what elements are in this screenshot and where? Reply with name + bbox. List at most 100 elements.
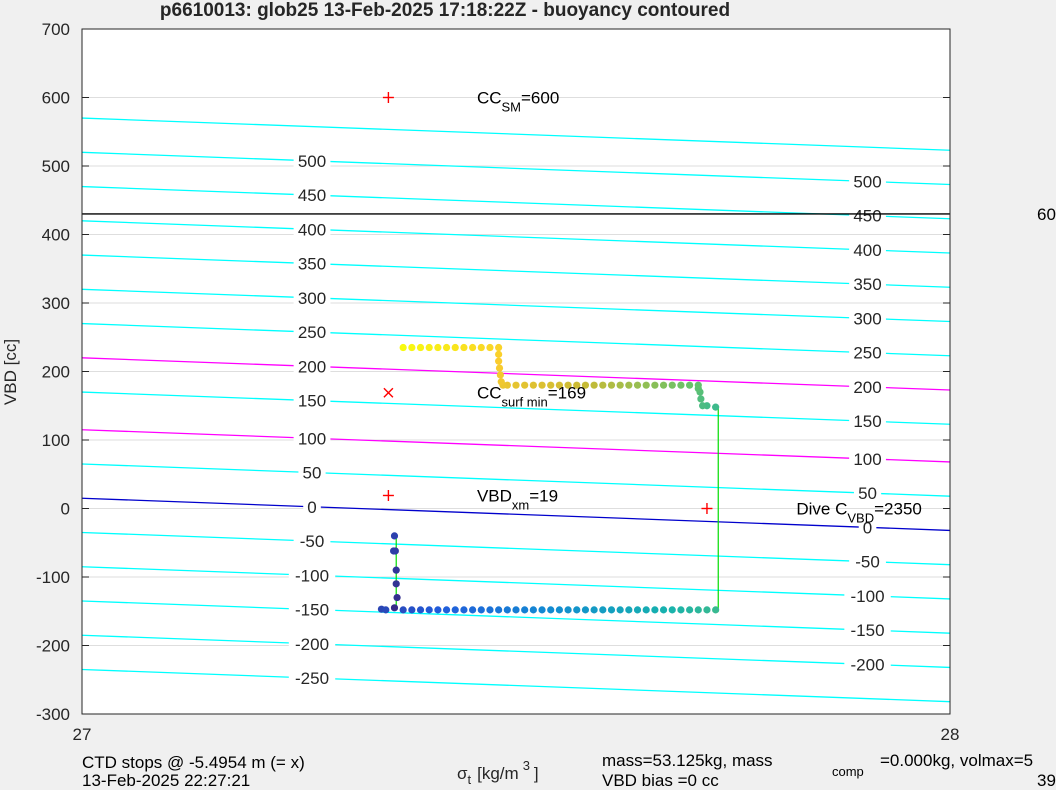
contour-label: 400 — [853, 241, 881, 260]
data-point — [642, 381, 650, 389]
contour-label: 0 — [863, 518, 872, 537]
contour-label-bg — [849, 411, 886, 432]
contour-line — [82, 566, 950, 600]
data-point — [497, 378, 505, 386]
y-tick-label: -300 — [36, 705, 70, 724]
data-point — [416, 343, 425, 352]
data-point — [496, 371, 504, 379]
annotation-text: CCsurf min=169 — [477, 384, 586, 410]
data-point — [573, 381, 581, 389]
contour-label-bg — [849, 171, 886, 192]
contour-label-bg — [293, 253, 331, 274]
data-point — [425, 606, 433, 614]
data-point — [677, 381, 685, 389]
annotations: CCSM=600 CCsurf min=169 VBDxm=19 Dive CVBD=… — [477, 89, 922, 526]
contour-label: 300 — [298, 289, 326, 308]
contour-label: 50 — [858, 484, 877, 503]
contour-label-bg — [849, 376, 886, 397]
data-point — [434, 606, 442, 614]
x-label-symbol: σ — [457, 764, 468, 783]
data-point — [659, 606, 668, 614]
data-point — [697, 395, 705, 403]
plus-marker — [382, 489, 394, 501]
annotation-text: CCSM=600 — [477, 89, 559, 115]
contour-label: 200 — [853, 378, 881, 397]
contour-label: 100 — [853, 450, 881, 469]
data-point — [686, 606, 694, 614]
contour-label-bg — [844, 620, 891, 641]
data-point — [547, 606, 555, 614]
y-tick-label: 600 — [42, 89, 70, 108]
contour-label: 250 — [853, 344, 881, 363]
contour-line — [82, 254, 950, 288]
data-point — [399, 343, 407, 352]
contour-label: -50 — [855, 553, 880, 572]
data-point — [590, 606, 598, 614]
data-point — [703, 606, 711, 614]
contour-label: 100 — [298, 429, 326, 448]
mass-sub: comp — [832, 764, 864, 779]
contour-label: 50 — [303, 464, 322, 483]
data-point — [408, 343, 416, 352]
plus-marker — [382, 92, 394, 103]
contour-label-bg — [293, 356, 331, 377]
data-point — [521, 381, 529, 389]
data-point — [547, 381, 555, 389]
contour-line — [82, 322, 950, 357]
contour-label-bg — [293, 428, 331, 449]
right-fragment-top: 60 — [1037, 205, 1056, 224]
data-point — [382, 606, 390, 614]
plus-marker — [701, 503, 713, 514]
x-tick-label: 28 — [941, 725, 960, 744]
data-point — [469, 606, 477, 614]
contour-label-bg — [288, 668, 336, 689]
data-points — [377, 343, 720, 614]
data-point — [512, 606, 520, 614]
data-point — [651, 606, 659, 614]
data-point — [564, 381, 572, 389]
mass-main: mass=53.125kg, mass — [602, 751, 773, 770]
data-point — [699, 402, 707, 410]
y-tick-label: 200 — [42, 363, 70, 382]
contour-label-bg — [298, 462, 326, 483]
data-point — [564, 606, 572, 614]
data-point — [495, 357, 503, 365]
contour-label-bg — [858, 517, 877, 538]
data-point — [633, 381, 642, 389]
data-point — [642, 606, 650, 614]
data-point — [529, 381, 537, 389]
data-point — [399, 606, 407, 614]
contour-label-bg — [293, 150, 331, 171]
contour-line — [82, 357, 950, 391]
contour-label-bg — [288, 633, 336, 654]
contour-label: 150 — [298, 392, 326, 411]
contour-label-bg — [293, 287, 331, 308]
contour-label-bg — [853, 483, 882, 504]
data-point — [659, 381, 668, 389]
mass-rest: =0.000kg, volmax=5 — [880, 751, 1033, 770]
contour-label: 250 — [298, 323, 326, 342]
contour-line — [82, 429, 950, 463]
data-point — [390, 604, 399, 612]
y-axis-label: VBD [cc] — [1, 339, 20, 405]
data-point — [616, 606, 624, 614]
contour-label-bg — [849, 448, 886, 469]
contour-label: -150 — [851, 621, 885, 640]
data-point — [442, 606, 451, 614]
ctd-date-text: 13-Feb-2025 22:27:21 — [82, 771, 250, 790]
contour-label-bg — [849, 205, 886, 226]
data-point — [625, 606, 633, 614]
data-point — [495, 364, 504, 372]
data-point — [651, 381, 659, 389]
contour-line — [82, 668, 950, 703]
data-point — [460, 343, 468, 352]
y-tick-label: 500 — [42, 157, 70, 176]
contour-label-bg — [849, 551, 886, 572]
data-point — [712, 606, 720, 614]
contour-label: 350 — [853, 275, 881, 294]
data-point — [694, 381, 702, 389]
contour-label-bg — [288, 565, 336, 586]
data-point — [555, 381, 564, 389]
data-point — [555, 606, 564, 614]
